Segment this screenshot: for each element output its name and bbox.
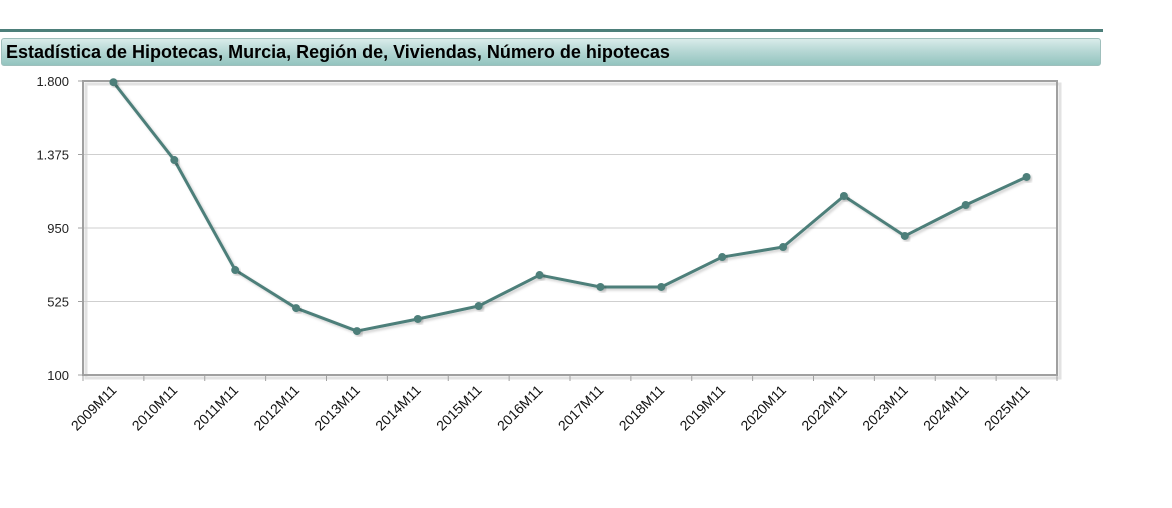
top-divider-rule (0, 29, 1103, 32)
data-point-marker[interactable] (718, 253, 727, 262)
plot-shadow-rect (84, 82, 1062, 380)
y-tick-label: 525 (47, 295, 69, 310)
x-tick-label: 2023M11 (859, 382, 911, 434)
data-point-marker[interactable] (292, 304, 301, 313)
data-point-marker[interactable] (535, 271, 544, 280)
x-tick-label: 2009M11 (68, 382, 120, 434)
y-axis-ticks: 100 525 950 1.375 1.800 (36, 74, 83, 383)
x-tick-label: 2019M11 (676, 382, 728, 434)
plot-area-shadow (84, 82, 1062, 380)
x-tick-label: 2018M11 (616, 382, 668, 434)
y-tick-label: 100 (47, 368, 69, 383)
chart-title-bar: Estadística de Hipotecas, Murcia, Región… (1, 38, 1101, 66)
x-tick-label: 2017M11 (555, 382, 607, 434)
data-point-marker[interactable] (1022, 172, 1031, 181)
data-point-marker[interactable] (231, 266, 240, 275)
x-tick-label: 2013M11 (311, 382, 363, 434)
x-tick-label: 2016M11 (494, 382, 546, 434)
x-tick-label: 2010M11 (129, 382, 181, 434)
data-point-marker[interactable] (961, 200, 970, 209)
x-tick-label: 2011M11 (190, 382, 241, 433)
x-tick-label: 2012M11 (250, 382, 302, 434)
x-tick-label: 2022M11 (798, 382, 850, 434)
data-point-marker[interactable] (900, 231, 909, 240)
x-tick-label: 2024M11 (920, 382, 972, 434)
data-point-marker[interactable] (474, 301, 483, 310)
chart-title: Estadística de Hipotecas, Murcia, Región… (6, 42, 670, 62)
data-point-marker[interactable] (170, 156, 179, 165)
data-point-marker[interactable] (779, 243, 788, 252)
x-tick-label: 2025M11 (981, 382, 1033, 434)
y-tick-label: 1.375 (36, 148, 69, 163)
data-point-marker[interactable] (352, 327, 361, 336)
x-tick-label: 2015M11 (433, 382, 485, 434)
data-series (109, 78, 1031, 336)
x-tick-label: 2014M11 (372, 382, 424, 434)
x-axis-ticks: 2009M11 2010M11 2011M11 2012M11 2013M11 2014M… (68, 375, 1058, 434)
data-point-marker[interactable] (109, 78, 118, 87)
series-line (112, 81, 1028, 333)
x-tick-label: 2020M11 (737, 382, 789, 434)
y-tick-label: 950 (47, 221, 69, 236)
data-point-marker[interactable] (596, 282, 605, 291)
data-point-marker[interactable] (839, 192, 848, 201)
y-tick-label: 1.800 (36, 74, 69, 89)
data-point-marker[interactable] (413, 314, 422, 323)
gridlines (83, 154, 1057, 302)
data-point-marker[interactable] (657, 282, 666, 291)
